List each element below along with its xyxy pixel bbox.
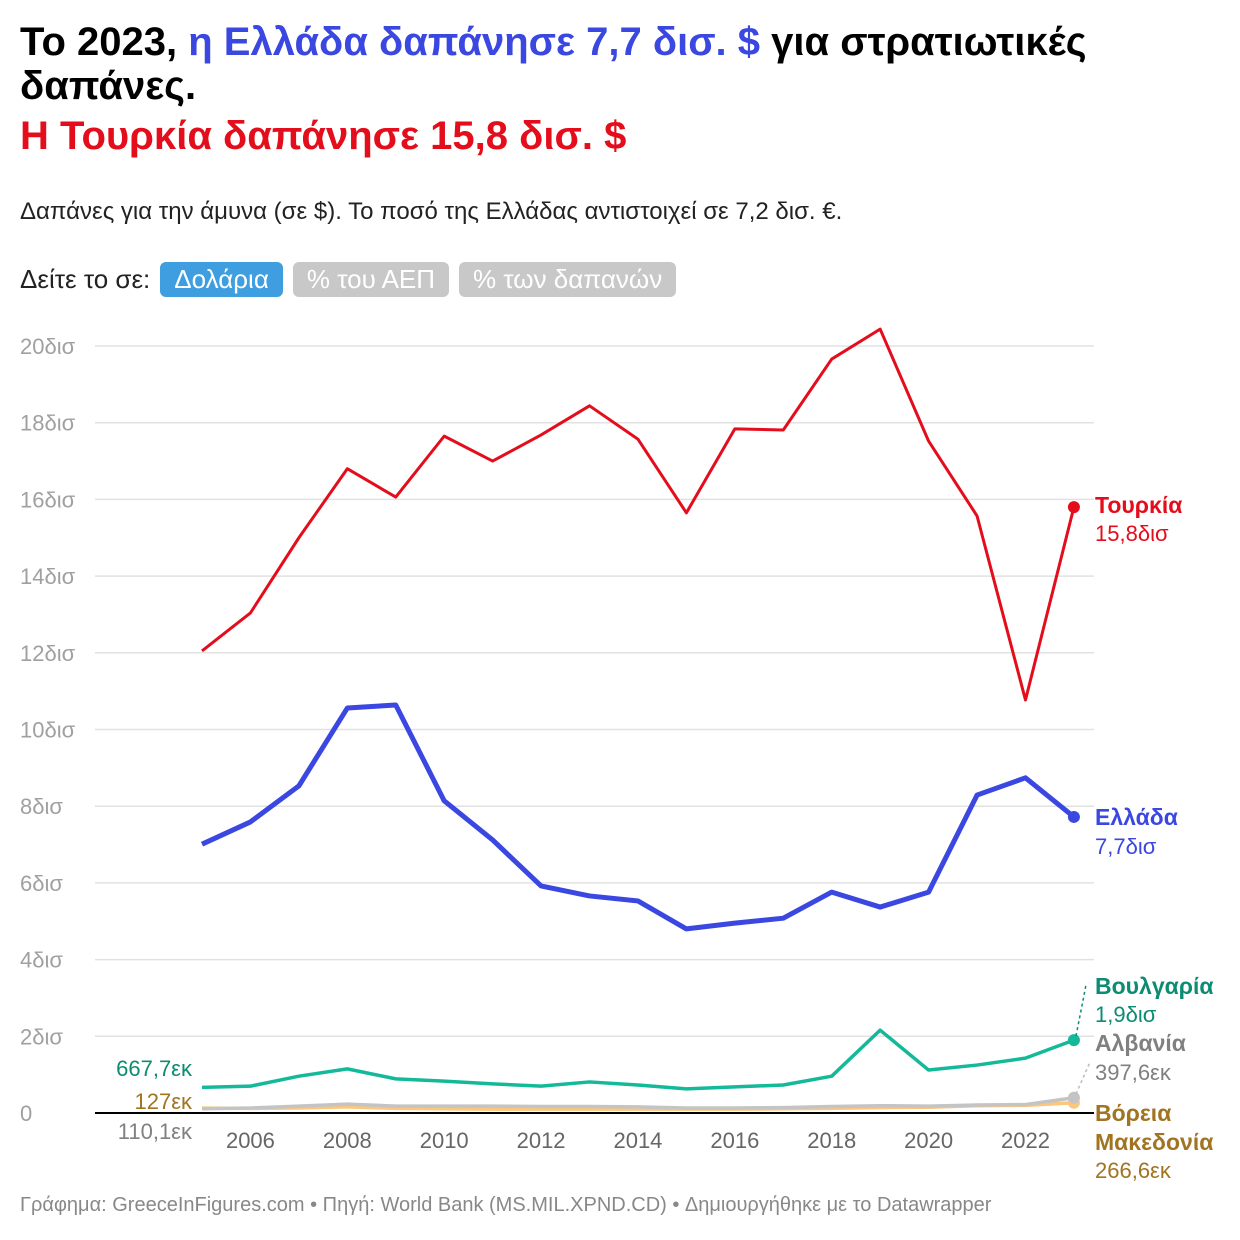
series-name-label: Μακεδονία — [1095, 1129, 1213, 1155]
series-start-label: 127εκ — [134, 1089, 193, 1114]
x-tick-label: 2022 — [1001, 1128, 1050, 1153]
view-toggle: Δείτε το σε: Δολάρια % του ΑΕΠ % των δαπ… — [20, 262, 677, 297]
footer-credits: Γράφημα: GreeceInFigures.com • Πηγή: Wor… — [20, 1194, 992, 1216]
x-tick-label: 2008 — [323, 1128, 372, 1153]
x-tick-label: 2012 — [517, 1128, 566, 1153]
series-value-label: 397,6εκ — [1095, 1060, 1172, 1085]
y-tick-label: 8δισ — [20, 794, 63, 819]
series-name-label: Τουρκία — [1095, 492, 1182, 518]
series-line-0 — [201, 327, 1076, 702]
y-tick-label: 2δισ — [20, 1024, 63, 1049]
subtitle: Δαπάνες για την άμυνα (σε $). Το ποσό τη… — [20, 198, 843, 225]
leader-line-bulgaria — [1075, 984, 1087, 1037]
series-name-label: Ελλάδα — [1095, 804, 1178, 830]
series-start-label: 667,7εκ — [116, 1056, 193, 1081]
y-tick-label: 10δισ — [20, 718, 76, 743]
series-name-label: Αλβανία — [1095, 1030, 1186, 1056]
title-turkey: Η Τουρκία δαπάνησε 15,8 δισ. $ — [20, 114, 627, 158]
series-end-point-3 — [1067, 1091, 1080, 1104]
x-tick-label: 2016 — [710, 1128, 759, 1153]
series-end-point-2 — [1067, 1034, 1080, 1047]
series-name-label: Βόρεια — [1095, 1100, 1171, 1126]
series-line-1 — [200, 702, 1076, 932]
x-tick-label: 2010 — [420, 1128, 469, 1153]
y-tick-label: 14δισ — [20, 564, 76, 589]
y-tick-label: 6δισ — [20, 871, 63, 896]
title-greece: η Ελλάδα δαπάνησε 7,7 δισ. $ — [188, 20, 761, 64]
x-tick-label: 2014 — [613, 1128, 662, 1153]
series-value-label: 15,8δισ — [1095, 521, 1169, 546]
toggle-dollars-button[interactable]: Δολάρια — [160, 262, 283, 297]
y-tick-label: 16δισ — [20, 487, 76, 512]
x-tick-label: 2006 — [226, 1128, 275, 1153]
x-tick-label: 2020 — [904, 1128, 953, 1153]
series-value-label: 7,7δισ — [1095, 834, 1157, 859]
series-line-2 — [201, 1028, 1075, 1091]
y-tick-label: 0 — [20, 1101, 32, 1126]
toggle-label: Δείτε το σε: — [20, 264, 151, 294]
leader-line-albania — [1075, 1061, 1091, 1095]
toggle-spending-button[interactable]: % των δαπανών — [459, 262, 677, 297]
series-start-label: 110,1εκ — [118, 1119, 193, 1144]
series-end-point-0 — [1067, 501, 1080, 514]
series-line-3 — [201, 1096, 1075, 1111]
series-value-label: 1,9δισ — [1095, 1002, 1157, 1027]
y-tick-label: 20δισ — [20, 334, 76, 359]
y-tick-label: 12δισ — [20, 641, 76, 666]
x-tick-label: 2018 — [807, 1128, 856, 1153]
title-part: Το 2023, — [20, 20, 189, 64]
toggle-gdp-button[interactable]: % του ΑΕΠ — [292, 262, 450, 297]
chart-title: Το 2023, η Ελλάδα δαπάνησε 7,7 δισ. $ γι… — [20, 20, 1220, 158]
y-tick-label: 18δισ — [20, 411, 76, 436]
series-end-point-1 — [1067, 810, 1080, 823]
series-name-label: Βουλγαρία — [1095, 973, 1214, 999]
y-tick-label: 4δισ — [20, 948, 63, 973]
title-part: για στρατιωτικές δαπάνες. — [20, 20, 1087, 108]
series-value-label: 266,6εκ — [1095, 1158, 1172, 1183]
